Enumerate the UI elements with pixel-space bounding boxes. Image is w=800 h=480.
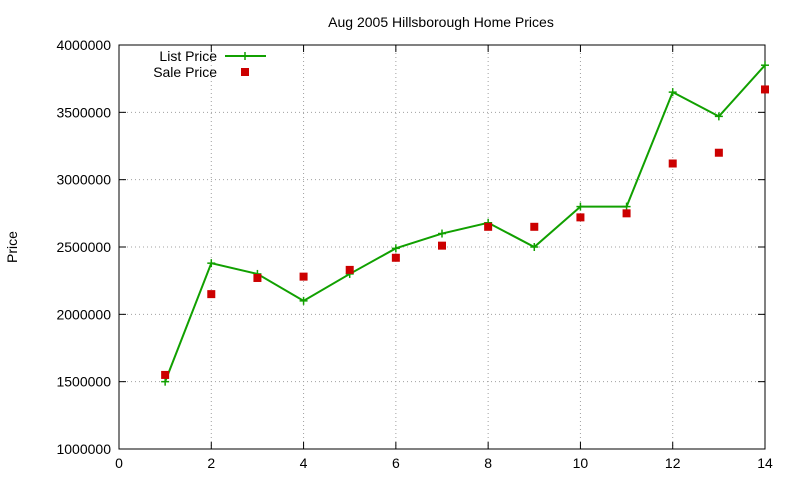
data-point [761,61,769,70]
data-point [576,213,585,222]
y-tick-label: 1500000 [56,374,111,390]
data-point [391,244,400,253]
axis-ticks: 0 2 4 6 8 10 12 14 1000000 1500000 2000000 2500000 3… [56,37,773,471]
data-point [299,272,308,281]
y-tick-label: 2500000 [56,239,111,255]
y-tick-label: 3000000 [56,172,111,188]
data-point [622,209,631,218]
legend-marker [241,68,249,76]
data-point [253,273,262,282]
data-point [207,290,216,299]
data-point [761,85,769,94]
data-point [438,241,446,250]
data-point [714,148,723,157]
y-tick-label: 3500000 [56,104,111,120]
y-tick-label: 2000000 [56,306,111,322]
series-list-price [161,61,769,386]
legend-label: List Price [159,48,217,64]
data-point [207,259,216,268]
x-tick-label: 12 [665,455,681,471]
data-point [391,253,400,262]
y-tick-label: 1000000 [56,441,111,457]
data-point [530,243,539,251]
legend-marker [241,52,249,60]
data-point [484,222,493,231]
data-point [299,296,308,305]
y-tick-label: 4000000 [56,37,111,53]
x-tick-label: 14 [757,455,773,471]
data-point [345,265,354,274]
data-point [161,377,170,386]
legend-entry: Sale Price [153,64,249,80]
data-point [622,202,631,211]
legend-label: Sale Price [153,64,217,80]
x-tick-label: 2 [207,455,215,471]
series-layer [161,61,769,386]
data-point [530,222,539,231]
plot-border [118,44,766,450]
data-point [161,370,170,379]
chart-title: Aug 2005 Hillsborough Home Prices [328,14,554,30]
x-tick-label: 4 [300,455,308,471]
x-tick-label: 0 [115,455,123,471]
data-point [438,229,446,238]
data-point [668,88,677,97]
data-point [576,202,585,211]
series-line [164,64,766,383]
grid [119,45,765,449]
x-tick-label: 8 [484,455,492,471]
x-tick-label: 6 [392,455,400,471]
data-point [714,112,723,121]
series-sale-price [161,85,769,379]
y-axis-label: Price [4,231,20,263]
legend-entry: List Price [159,48,266,64]
data-point [668,159,677,168]
x-tick-label: 10 [573,455,589,471]
